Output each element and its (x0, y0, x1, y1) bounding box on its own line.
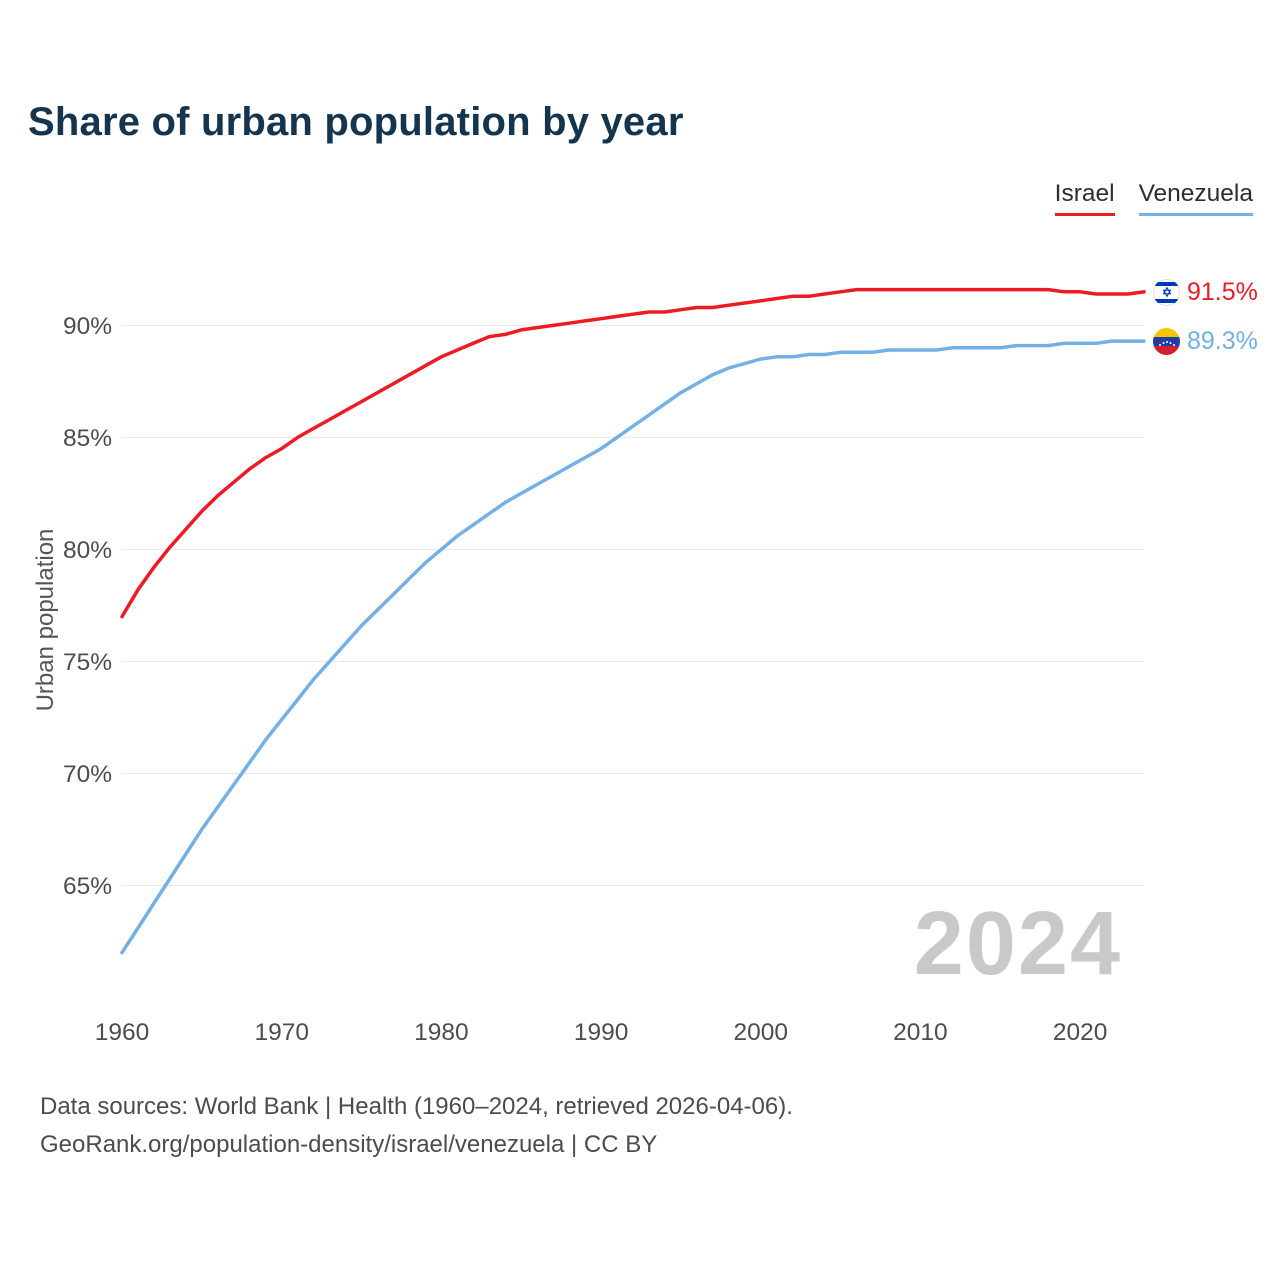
page-title: Share of urban population by year (28, 100, 684, 144)
star-of-david-icon (1162, 286, 1171, 298)
series-line-venezuela[interactable] (120, 339, 1146, 955)
footer-attribution-line: GeoRank.org/population-density/israel/ve… (40, 1131, 658, 1158)
series-line-israel[interactable] (120, 287, 1146, 619)
x-tick-label: 1960 (95, 1019, 150, 1046)
x-tick-label: 2020 (1053, 1019, 1108, 1046)
footer: Data sources: World Bank | Health (1960–… (40, 1088, 793, 1164)
legend-label-israel: Israel (1054, 180, 1115, 207)
end-value-israel: 91.5% (1187, 277, 1258, 306)
end-label-venezuela: 89.3% (1153, 327, 1258, 356)
x-tick-label: 1980 (414, 1019, 469, 1046)
x-tick-label: 2010 (893, 1019, 948, 1046)
y-tick-label: 65% (63, 873, 112, 900)
venezuela-flag-icon (1153, 328, 1180, 356)
x-tick-label: 1970 (254, 1019, 309, 1046)
x-tick-label: 1990 (574, 1019, 629, 1046)
legend-item-israel[interactable]: Israel (1054, 180, 1115, 216)
footer-sources-line: Data sources: World Bank | Health (1960–… (40, 1093, 793, 1120)
y-tick-label: 75% (63, 649, 112, 676)
end-label-israel: 91.5% (1153, 278, 1258, 307)
israel-flag-icon (1153, 278, 1180, 306)
legend-item-venezuela[interactable]: Venezuela (1138, 180, 1253, 216)
legend-label-venezuela: Venezuela (1138, 180, 1253, 207)
watermark-year: 2024 (914, 894, 1122, 994)
end-value-venezuela: 89.3% (1187, 327, 1258, 356)
y-tick-label: 70% (63, 761, 112, 788)
legend: Israel Venezuela (1054, 180, 1253, 216)
y-tick-label: 85% (63, 425, 112, 452)
y-axis-label: Urban population (32, 528, 59, 712)
y-tick-label: 80% (63, 537, 112, 564)
x-tick-label: 2000 (734, 1019, 789, 1046)
y-tick-label: 90% (63, 313, 112, 340)
